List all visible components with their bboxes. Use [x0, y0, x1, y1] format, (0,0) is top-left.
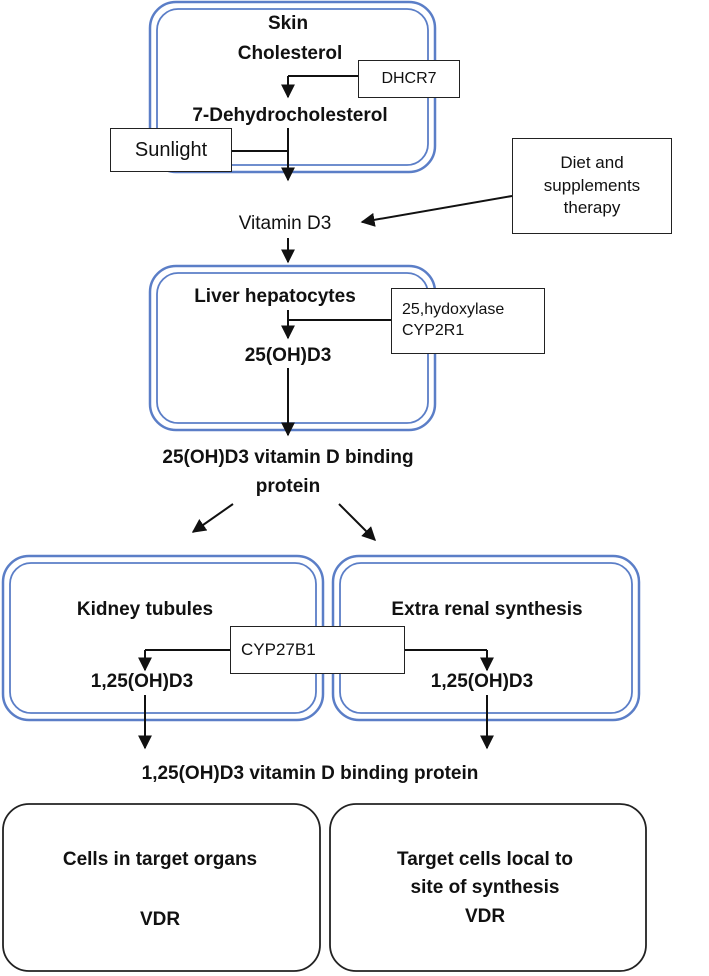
local-cells-line-2: site of synthesis — [410, 877, 560, 898]
diet-line-3: therapy — [563, 198, 621, 218]
target-organs-box — [2, 803, 321, 972]
local-cells-box — [329, 803, 647, 972]
binding-25-line-1: 25(OH)D3 vitamin D binding — [162, 447, 414, 468]
kidney-tubules-label: Kidney tubules — [76, 599, 214, 620]
skin-label: Skin — [267, 13, 309, 34]
sunlight-box: Sunlight — [110, 128, 232, 172]
target-organs-vdr: VDR — [139, 909, 181, 930]
7-dehydrocholesterol-label: 7-Dehydrocholesterol — [192, 105, 388, 126]
cyp27b1-enzyme-box: CYP27B1 — [230, 626, 405, 674]
binding-25-line-2: protein — [255, 476, 321, 497]
hydroxylase-label: 25,hydoxylase — [402, 301, 505, 319]
binding-125-label: 1,25(OH)D3 vitamin D binding protein — [141, 763, 479, 784]
diet-line-1: Diet and — [560, 152, 624, 172]
cyp27b1-label: CYP27B1 — [241, 640, 316, 659]
target-organs-line-1: Cells in target organs — [62, 849, 258, 870]
split-left-arrow — [191, 503, 234, 533]
extra-renal-125ohd3-label: 1,25(OH)D3 — [430, 671, 534, 692]
cyp2r1-enzyme-box: 25,hydoxylase CYP2R1 — [391, 288, 545, 354]
local-cells-line-1: Target cells local to — [397, 849, 573, 870]
cyp2r1-label: CYP2R1 — [402, 322, 465, 339]
liver-25ohd3-label: 25(OH)D3 — [244, 345, 332, 366]
split-right-arrow — [338, 503, 376, 541]
kidney-125ohd3-label: 1,25(OH)D3 — [90, 671, 194, 692]
local-cells-vdr: VDR — [464, 906, 506, 927]
dhcr7-label: DHCR7 — [381, 70, 437, 87]
liver-hepatocytes-label: Liver hepatocytes — [194, 286, 356, 307]
diet-to-vitamin-d3-arrow — [360, 195, 513, 227]
cholesterol-label: Cholesterol — [237, 43, 343, 64]
diet-supplements-box: Diet and supplements therapy — [512, 138, 672, 234]
vitamin-d3-label: Vitamin D3 — [238, 213, 332, 234]
dhcr7-enzyme-box: DHCR7 — [358, 60, 460, 98]
diet-line-2: supplements — [543, 175, 641, 195]
sunlight-label: Sunlight — [134, 138, 208, 161]
extra-renal-synthesis-label: Extra renal synthesis — [391, 599, 583, 620]
